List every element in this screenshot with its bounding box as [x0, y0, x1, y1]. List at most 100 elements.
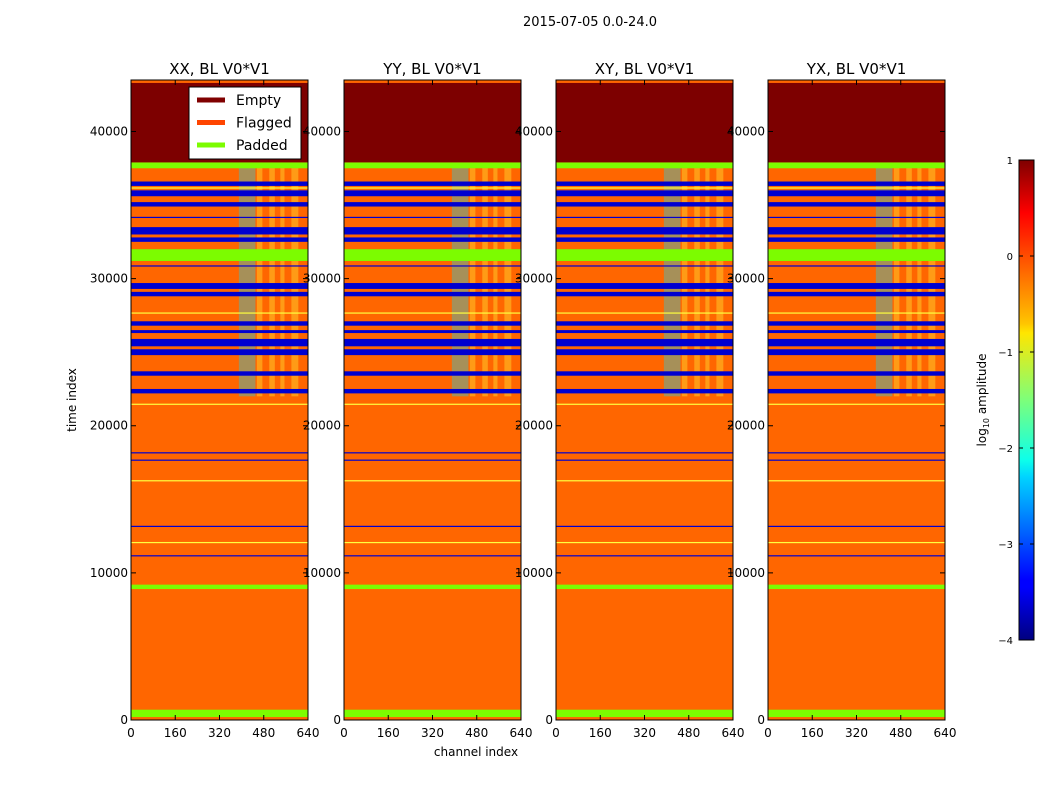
x-tick-label: 480 — [677, 726, 700, 740]
channel-feature — [875, 162, 893, 397]
x-tick-label: 640 — [297, 726, 320, 740]
x-tick-label: 320 — [845, 726, 868, 740]
y-tick-label: 40000 — [515, 124, 553, 138]
x-tick-label: 160 — [377, 726, 400, 740]
thin-line — [344, 265, 521, 267]
low-band — [131, 371, 308, 376]
thin-line — [768, 541, 945, 544]
padded-row — [556, 584, 733, 590]
x-tick-label: 640 — [934, 726, 957, 740]
channel-feature — [469, 162, 476, 397]
y-tick-label: 0 — [333, 713, 341, 727]
low-band — [344, 202, 521, 207]
x-tick-label: 0 — [764, 726, 772, 740]
panel-title: XY, BL V0*V1 — [595, 60, 695, 78]
low-band — [131, 349, 308, 356]
low-band — [768, 190, 945, 197]
thin-line — [131, 555, 308, 557]
panels: XX, BL V0*V1 0 160 320 480 640 0 10000 20000 3000… — [90, 60, 957, 740]
low-band — [131, 338, 308, 347]
low-band — [131, 202, 308, 207]
low-band — [131, 291, 308, 297]
legend-label: Flagged — [236, 116, 292, 132]
low-band — [556, 291, 733, 297]
low-band — [344, 291, 521, 297]
y-tick-label: 10000 — [90, 566, 128, 580]
colorbar-ticks: 1 0 −1 −2 −3 −4 — [998, 156, 1034, 647]
channel-feature — [291, 162, 299, 397]
thin-line — [556, 480, 733, 482]
padded-row — [131, 584, 308, 590]
channel-feature — [893, 162, 900, 397]
panel-3: XY, BL V0*V1 0 160 320 480 640 0 10000 20000 3000… — [515, 60, 745, 740]
x-tick-label: 320 — [633, 726, 656, 740]
thin-line — [556, 459, 733, 461]
panel-4: YX, BL V0*V1 0 160 320 480 640 0 10000 20000 3000… — [727, 60, 957, 740]
channel-feature — [280, 162, 285, 397]
low-band — [556, 349, 733, 356]
padded-row — [768, 709, 945, 718]
panel-title: XX, BL V0*V1 — [169, 60, 270, 78]
thin-line — [556, 525, 733, 527]
padded-row — [556, 249, 733, 261]
panel-background — [556, 80, 733, 720]
y-tick-label: 30000 — [90, 272, 128, 286]
thin-line — [131, 452, 308, 454]
low-band — [768, 181, 945, 186]
colorbar-label-rest: amplitude — [975, 354, 989, 418]
padded-row — [768, 162, 945, 169]
channel-feature — [493, 162, 498, 397]
colorbar-tick-label: −4 — [998, 636, 1013, 647]
colorbar-label-sub: 10 — [982, 418, 991, 428]
y-tick-label: 10000 — [727, 566, 765, 580]
x-tick-label: 480 — [889, 726, 912, 740]
low-band — [344, 181, 521, 186]
low-band — [768, 388, 945, 394]
x-tick-label: 320 — [421, 726, 444, 740]
x-tick-label: 0 — [552, 726, 560, 740]
channel-feature — [451, 162, 469, 397]
colorbar: 10−1−2−3−4 log10 amplitude — [975, 156, 1035, 647]
low-band — [131, 388, 308, 394]
thin-line — [768, 480, 945, 482]
thin-line — [131, 403, 308, 405]
thin-line — [768, 452, 945, 454]
colorbar-tick-label: 0 — [1007, 252, 1013, 263]
low-band — [344, 227, 521, 235]
thin-line — [131, 459, 308, 461]
y-tick-label: 20000 — [515, 419, 553, 433]
channel-feature — [681, 162, 688, 397]
thin-line — [556, 541, 733, 544]
low-band — [768, 202, 945, 207]
colorbar-tick-label: −1 — [998, 348, 1013, 359]
padded-row — [344, 709, 521, 718]
panel-background — [344, 80, 521, 720]
low-band — [768, 291, 945, 297]
legend-label: Padded — [236, 138, 288, 154]
empty-region — [556, 82, 733, 163]
padded-row — [344, 584, 521, 590]
low-band — [131, 190, 308, 197]
thin-line — [556, 555, 733, 557]
low-band — [344, 388, 521, 394]
low-band — [344, 371, 521, 376]
low-band — [344, 237, 521, 242]
thin-line — [768, 265, 945, 267]
thin-line — [768, 216, 945, 219]
y-tick-label: 40000 — [303, 124, 341, 138]
thin-line — [344, 403, 521, 405]
low-band — [344, 283, 521, 289]
thin-line — [131, 525, 308, 527]
low-band — [768, 330, 945, 334]
low-band — [344, 321, 521, 326]
thin-line — [768, 312, 945, 314]
y-tick-label: 10000 — [303, 566, 341, 580]
x-tick-label: 160 — [801, 726, 824, 740]
channel-feature — [504, 162, 512, 397]
low-band — [131, 321, 308, 326]
low-band — [556, 202, 733, 207]
low-band — [131, 181, 308, 186]
y-tick-label: 40000 — [727, 124, 765, 138]
thin-line — [556, 403, 733, 405]
panel-1: XX, BL V0*V1 0 160 320 480 640 0 10000 20000 3000… — [90, 60, 320, 740]
